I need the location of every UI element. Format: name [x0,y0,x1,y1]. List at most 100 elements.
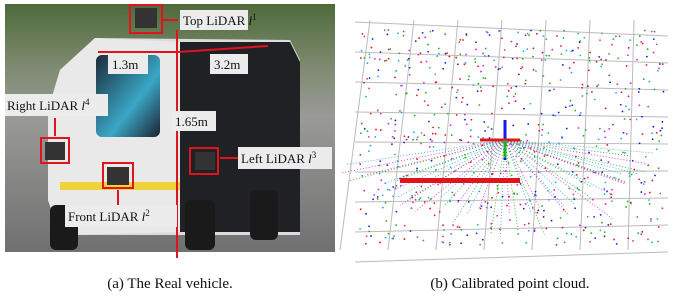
cloud-element [430,198,432,200]
cloud-element [576,174,578,176]
cloud-element [408,136,410,138]
cloud-element [532,20,546,250]
cloud-element [516,58,518,60]
cloud-element [601,33,603,35]
cloud-element [535,70,537,72]
cloud-element [361,50,363,52]
cloud-element [508,102,510,104]
cloud-element [400,140,505,205]
cloud-element [572,50,574,52]
cloud-element [549,90,551,92]
cloud-element [484,20,502,250]
cloud-element [406,139,408,141]
cloud-element [600,58,602,60]
cloud-element [516,193,518,195]
cloud-element [539,30,541,32]
cloud-element [541,59,543,61]
cloud-element [649,203,651,205]
cloud-element [496,215,498,217]
cloud-element [659,63,661,65]
cloud-element [663,91,665,93]
cloud-element [615,92,617,94]
cloud-element [521,158,523,160]
cloud-element [644,181,646,183]
cloud-element [652,138,654,140]
cloud-element [506,205,508,207]
cloud-element [632,240,634,242]
cloud-element [374,58,376,60]
cloud-element [615,35,617,37]
dimension-width: 1.3m [112,57,138,72]
cloud-element [459,78,461,80]
cloud-element [391,238,393,240]
cloud-element [492,173,494,175]
cloud-element [627,54,629,56]
cloud-element [500,173,502,175]
cloud-element [589,52,591,54]
cloud-element [562,227,564,229]
cloud-element [479,244,481,246]
cloud-element [429,208,431,210]
cloud-element [578,162,580,164]
cloud-element [390,118,392,120]
cloud-element [457,63,459,65]
cloud-element [647,164,649,166]
cloud-element [583,229,585,231]
cloud-element [537,209,539,211]
cloud-element [553,88,555,90]
cloud-element [418,199,420,201]
cloud-element [341,140,505,173]
cloud-element [418,37,420,39]
cloud-element [444,33,446,35]
cloud-element [414,115,416,117]
cloud-element [497,188,499,190]
cloud-element [363,190,365,192]
cloud-element [574,148,576,150]
cloud-element [659,193,661,195]
cloud-element [459,39,461,41]
cloud-element [551,220,553,222]
cloud-element [595,171,597,173]
cloud-element [504,170,506,172]
cloud-element [393,137,395,139]
cloud-element [377,196,379,198]
cloud-element [388,123,390,125]
cloud-element [648,199,650,201]
cloud-element [370,113,372,115]
cloud-element [368,150,370,152]
cloud-element [565,50,567,52]
cloud-element [568,188,570,190]
cloud-element [547,190,549,192]
cloud-element [638,178,640,180]
cloud-element [520,68,522,70]
cloud-element [543,210,545,212]
cloud-element [462,97,464,99]
cloud-element [616,243,618,245]
cloud-element [447,113,449,115]
cloud-element [519,204,521,206]
cloud-element [527,123,529,125]
cloud-element [650,220,652,222]
cloud-element [451,158,453,160]
cloud-element [525,80,527,82]
cloud-element [646,56,648,58]
cloud-element [461,229,463,231]
cloud-element [662,121,664,123]
cloud-element [505,140,639,174]
cloud-element [530,176,532,178]
cloud-element [421,186,423,188]
cloud-element [497,185,499,187]
cloud-element [592,199,594,201]
cloud-element [528,223,530,225]
cloud-element [612,124,614,126]
cloud-element [594,98,596,100]
cloud-element [554,115,556,117]
cloud-element [622,111,624,113]
cloud-element [647,106,649,108]
cloud-element [639,142,641,144]
cloud-element [624,118,626,120]
cloud-element [517,144,519,146]
cloud-element [363,82,365,84]
cloud-element [648,81,650,83]
cloud-element [385,202,387,204]
